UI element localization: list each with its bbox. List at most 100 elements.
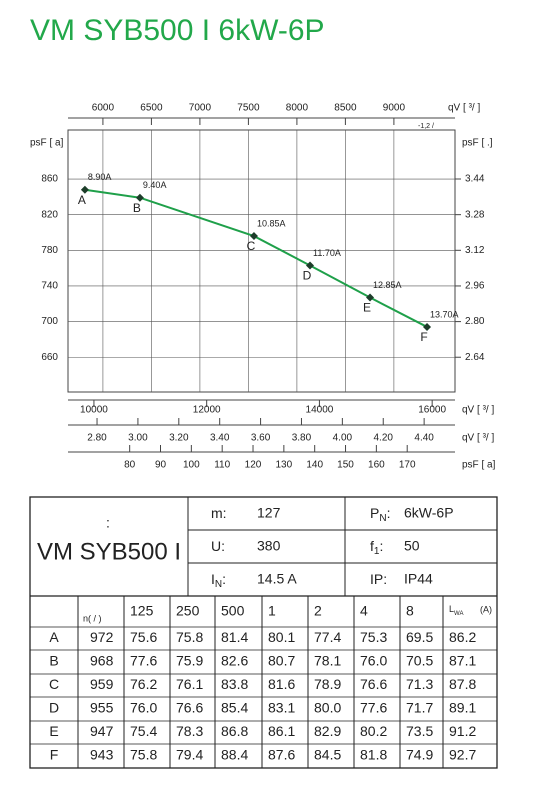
x-tick-label: 150 xyxy=(337,460,354,471)
x-tick-label: 170 xyxy=(399,460,416,471)
x-tick-label: 14000 xyxy=(306,405,334,416)
spec-frame xyxy=(29,496,498,769)
lwa-sub: WA xyxy=(454,611,463,617)
spec-value: 6kW-6P xyxy=(404,505,454,521)
current-label: 8.90A xyxy=(88,172,112,182)
table-cell: 80.2 xyxy=(360,723,387,739)
table-cell: 78.9 xyxy=(314,676,341,692)
table-cell: 77.6 xyxy=(360,700,387,716)
x-tick-label: 4.20 xyxy=(374,433,394,444)
table-cell: 955 xyxy=(90,700,114,716)
x3-axis-label: qV [ ³/ ] xyxy=(462,433,494,444)
x-tick-label: 130 xyxy=(276,460,293,471)
table-header: 2 xyxy=(314,603,322,619)
table-cell: 75.6 xyxy=(130,629,157,645)
spec-value: 50 xyxy=(404,538,420,554)
plot-frame xyxy=(67,129,456,393)
row-label: C xyxy=(49,676,59,692)
spec-label-sub: N xyxy=(379,513,386,524)
x-tick-label: 90 xyxy=(155,460,167,471)
table-cell: 80.7 xyxy=(268,653,295,669)
table-cell: 943 xyxy=(90,747,114,763)
table-cell: 87.8 xyxy=(449,676,476,692)
row-label: A xyxy=(49,629,59,645)
x-tick-label: 140 xyxy=(306,460,323,471)
table-cell: 86.8 xyxy=(221,723,248,739)
table-cell: 71.3 xyxy=(406,676,433,692)
y-tick-label: 860 xyxy=(41,174,58,185)
table-header: 250 xyxy=(176,603,200,619)
point-marker xyxy=(366,293,375,302)
y2-tick-label: 2.96 xyxy=(465,281,485,292)
row-label: E xyxy=(49,723,58,739)
table-cell: 87.6 xyxy=(268,747,295,763)
spec-label-colon: : xyxy=(379,538,383,554)
x-tick-label: 7000 xyxy=(189,103,212,114)
table-cell: 91.2 xyxy=(449,723,476,739)
x-tick-label: 110 xyxy=(214,460,230,471)
table-header: LWA xyxy=(449,604,463,616)
x-tick-label: 3.80 xyxy=(292,433,312,444)
point-marker xyxy=(423,322,432,331)
table-cell: 82.6 xyxy=(221,653,248,669)
table-header: n( / ) xyxy=(83,613,102,623)
table-cell: 80.1 xyxy=(268,629,295,645)
table-cell: 92.7 xyxy=(449,747,476,763)
table-cell: 75.3 xyxy=(360,629,387,645)
y2-tick-label: 3.44 xyxy=(465,174,485,185)
spec-label-text: I xyxy=(211,571,215,587)
current-label: 9.40A xyxy=(143,180,167,190)
x-tick-label: 6000 xyxy=(92,103,115,114)
row-label: F xyxy=(50,747,59,763)
y2-tick-label: 3.12 xyxy=(465,245,485,256)
x-tick-label: 3.20 xyxy=(169,433,189,444)
x-tick-label: 8000 xyxy=(286,103,309,114)
y-axis-label: psF [ a] xyxy=(30,138,64,149)
x-tick-label: 6500 xyxy=(140,103,163,114)
curve xyxy=(84,188,428,328)
x4-axis-label: psF [ a] xyxy=(462,460,496,471)
table-cell: 83.1 xyxy=(268,700,295,716)
spec-label: U: xyxy=(211,538,225,554)
x-axis-label: qV [ ³/ ] xyxy=(462,405,494,416)
point-label: E xyxy=(363,301,371,315)
y2-tick-label: 3.28 xyxy=(465,209,485,220)
spec-label-text: U: xyxy=(211,538,225,554)
y-tick-label: 660 xyxy=(41,352,58,363)
x-tick-label: 100 xyxy=(183,460,200,471)
table-cell: 76.0 xyxy=(130,700,157,716)
x-tick-label: 3.40 xyxy=(210,433,230,444)
current-label: 10.85A xyxy=(257,218,286,228)
x-tick-label: 16000 xyxy=(418,405,446,416)
table-cell: 70.5 xyxy=(406,653,433,669)
table-cell: 76.1 xyxy=(176,676,203,692)
row-label: D xyxy=(49,700,59,716)
spec-label: IP: xyxy=(370,571,387,587)
spec-label: f1: xyxy=(370,538,383,557)
spec-value: 380 xyxy=(257,538,281,554)
x-tick-label: 9000 xyxy=(383,103,406,114)
x2-axis-label: qV [ ³/ ] xyxy=(448,103,480,114)
table-cell: 86.2 xyxy=(449,629,476,645)
table-cell: 972 xyxy=(90,629,114,645)
current-label: 13.70A xyxy=(430,309,459,319)
spec-note: : xyxy=(106,515,110,531)
table-cell: 80.0 xyxy=(314,700,341,716)
y-tick-label: 780 xyxy=(41,245,58,256)
x-tick-label: 4.40 xyxy=(414,433,434,444)
spec-value: 14.5 A xyxy=(257,571,297,587)
table-cell: 78.1 xyxy=(314,653,341,669)
point-label: A xyxy=(78,193,86,207)
current-label: 11.70A xyxy=(313,248,341,258)
x-tick-label: 160 xyxy=(368,460,385,471)
table-cell: 85.4 xyxy=(221,700,248,716)
table-cell: 76.2 xyxy=(130,676,157,692)
point-label: C xyxy=(247,239,256,253)
table-header: 8 xyxy=(406,603,414,619)
table-cell: 71.7 xyxy=(406,700,433,716)
table-cell: 89.1 xyxy=(449,700,476,716)
point-marker xyxy=(249,232,258,241)
point-marker xyxy=(80,185,89,194)
page-title: VM SYB500 I 6kW-6P xyxy=(30,14,325,47)
spec-label-text: IP: xyxy=(370,571,387,587)
